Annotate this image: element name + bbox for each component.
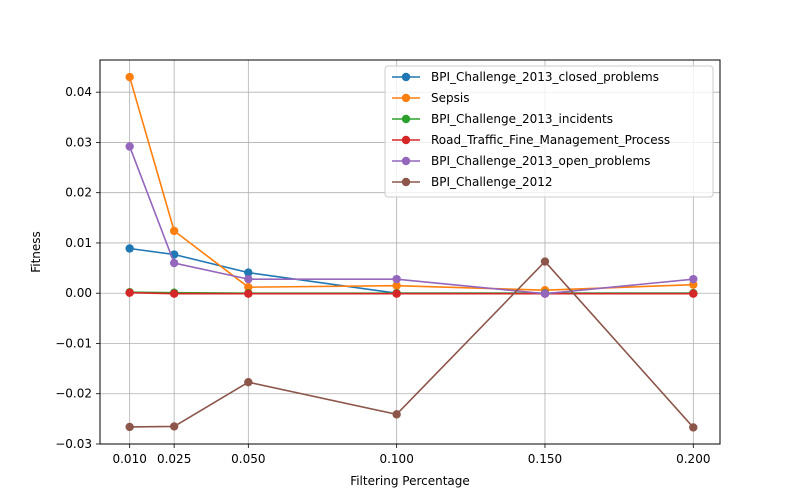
legend-box	[384, 65, 714, 198]
plot-area	[99, 59, 721, 445]
legend-label: BPI_Challenge_2013_open_problems	[431, 154, 650, 168]
data-point	[392, 289, 401, 298]
legend-marker	[401, 114, 411, 124]
legend: BPI_Challenge_2013_closed_problems Sepsis…	[384, 65, 714, 198]
y-tick-label: 0.02	[65, 186, 92, 200]
y-tick-label: 0.00	[65, 286, 92, 300]
y-tick-label: −0.02	[55, 387, 92, 401]
x-tick-label: 0.200	[676, 452, 710, 466]
series-lines	[125, 72, 698, 432]
legend-label: Road_Traffic_Fine_Management_Process	[431, 133, 670, 147]
data-point	[689, 274, 698, 284]
data-point	[244, 377, 253, 387]
legend-entry: BPI_Challenge_2013_open_problems	[392, 154, 650, 168]
data-point	[125, 244, 134, 253]
data-point	[689, 289, 698, 298]
data-point	[125, 422, 134, 432]
series-3	[125, 288, 698, 298]
data-point	[689, 423, 698, 432]
legend-label: BPI_Challenge_2012	[431, 175, 553, 189]
series-line	[129, 260, 694, 428]
data-point	[125, 288, 134, 297]
data-point	[169, 226, 179, 236]
legend-marker	[401, 156, 411, 166]
x-tick-label: 0.100	[379, 452, 413, 466]
legend-entry: BPI_Challenge_2013_incidents	[392, 112, 613, 126]
legend-marker	[401, 72, 411, 82]
legend-entry: BPI_Challenge_2013_closed_problems	[392, 70, 659, 84]
y-tick-label: −0.01	[55, 336, 92, 350]
y-axis-label: Fitness	[29, 231, 43, 273]
legend-marker	[401, 93, 411, 103]
data-point	[244, 282, 253, 292]
x-tick-label: 0.010	[112, 452, 146, 466]
data-point	[244, 274, 253, 284]
y-tick-label: 0.01	[65, 236, 92, 250]
data-point	[169, 289, 179, 298]
legend-label: Sepsis	[431, 91, 469, 105]
x-tick-label: 0.150	[528, 452, 562, 466]
data-point	[244, 289, 253, 298]
legend-label: BPI_Challenge_2013_closed_problems	[431, 70, 659, 84]
series-4	[125, 142, 698, 298]
data-point	[125, 72, 134, 82]
legend-entry: Road_Traffic_Fine_Management_Process	[392, 133, 670, 147]
legend-marker	[401, 177, 411, 187]
x-tick-label: 0.025	[157, 452, 191, 466]
series-line	[129, 291, 694, 295]
series-line	[128, 146, 694, 295]
data-point	[540, 289, 550, 298]
legend-entry: Sepsis	[392, 91, 469, 105]
y-tick-label: 0.04	[65, 85, 92, 99]
y-tick-label: −0.03	[55, 437, 92, 451]
x-tick-label: 0.050	[231, 452, 265, 466]
data-point	[125, 142, 134, 151]
legend-marker	[401, 135, 411, 145]
legend-entries: BPI_Challenge_2013_closed_problems Sepsis…	[392, 70, 670, 189]
data-point	[169, 422, 179, 431]
x-axis-label: Filtering Percentage	[350, 474, 470, 488]
data-point	[169, 258, 179, 268]
data-point	[392, 274, 401, 284]
data-point	[392, 410, 401, 419]
data-point	[540, 257, 550, 266]
legend-entry: BPI_Challenge_2012	[392, 175, 553, 189]
data-point	[244, 268, 253, 277]
series-5	[125, 257, 698, 432]
axis-ticks: 0.010 0.025 0.050 0.100 0.150 0.200 −0.03 −0.02…	[55, 85, 710, 466]
y-tick-label: 0.03	[65, 135, 92, 149]
legend-label: BPI_Challenge_2013_incidents	[431, 112, 613, 126]
data-point	[392, 281, 401, 290]
series-2	[125, 288, 698, 298]
